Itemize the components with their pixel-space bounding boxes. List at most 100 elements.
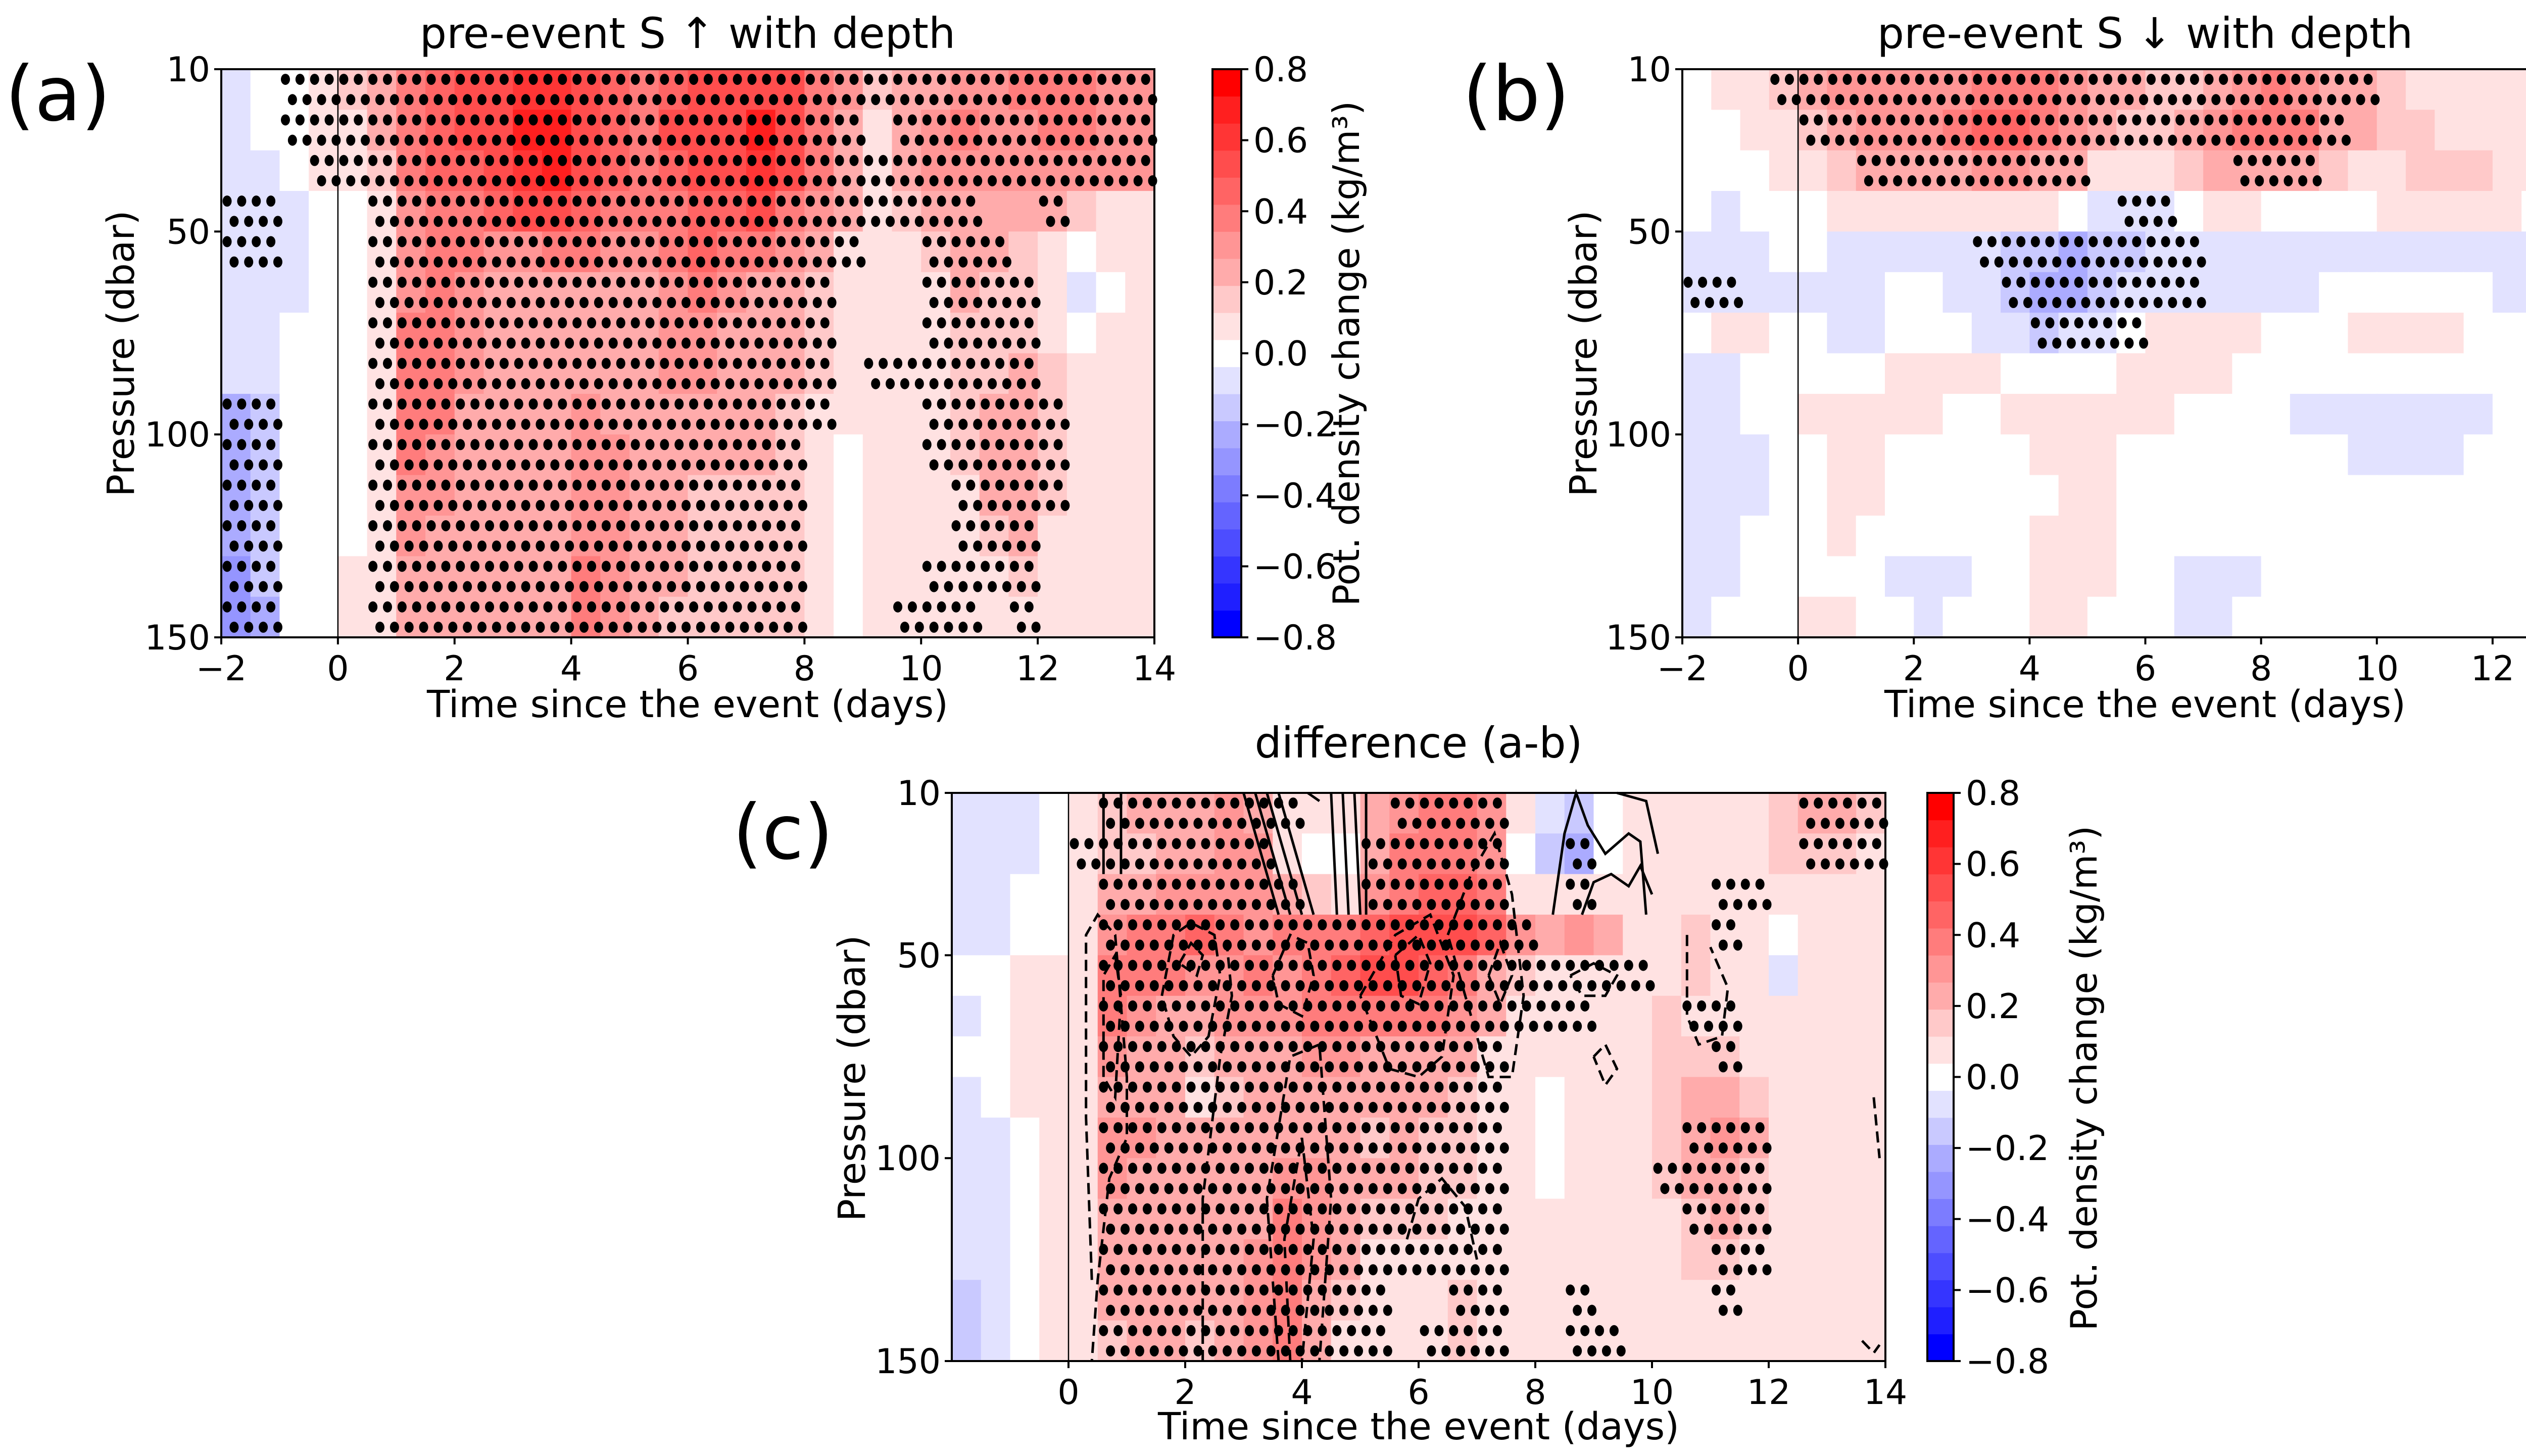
significance-dot	[1251, 858, 1261, 870]
significance-dot	[521, 499, 530, 511]
significance-dot	[886, 94, 895, 106]
significance-dot	[2139, 297, 2149, 309]
significance-dot	[1288, 797, 1298, 809]
significance-dot	[470, 358, 480, 369]
significance-dot	[1354, 1345, 1364, 1357]
significance-dot	[412, 479, 421, 491]
significance-dot	[718, 276, 727, 288]
significance-dot	[1281, 980, 1290, 991]
significance-dot	[1397, 1264, 1407, 1276]
panel-a-colorbar-label: Pot. density change (kg/m³)	[1325, 101, 1368, 606]
significance-dot	[1245, 1122, 1254, 1133]
significance-dot	[558, 195, 567, 207]
significance-dot	[1828, 74, 1837, 85]
significance-dot	[1383, 1061, 1392, 1073]
heatmap-cell	[952, 1198, 982, 1240]
significance-dot	[346, 175, 356, 186]
significance-dot	[252, 520, 261, 532]
colorbar-swatch	[1927, 1280, 1954, 1308]
significance-dot	[674, 358, 684, 369]
significance-dot	[638, 175, 647, 186]
heatmap-cell	[337, 313, 368, 354]
heatmap-cell	[1010, 874, 1040, 915]
significance-dot	[1478, 1163, 1488, 1174]
significance-dot	[827, 256, 837, 268]
significance-dot	[1427, 1061, 1436, 1073]
heatmap-cell	[1039, 793, 1069, 834]
heatmap-cell	[952, 1280, 982, 1321]
heatmap-cell	[2001, 515, 2030, 557]
significance-dot	[259, 621, 268, 633]
significance-dot	[1441, 980, 1451, 991]
significance-dot	[1172, 1081, 1181, 1093]
heatmap-cell	[2406, 69, 2436, 111]
heatmap-cell	[1682, 556, 1712, 597]
heatmap-cell	[2521, 353, 2526, 394]
heatmap-cell	[2058, 434, 2088, 476]
significance-dot	[1383, 1304, 1392, 1316]
heatmap-cell	[2174, 515, 2204, 557]
significance-dot	[1339, 1142, 1349, 1154]
significance-dot	[1718, 1142, 1728, 1154]
heatmap-cell	[892, 313, 922, 354]
heatmap-cell	[1593, 1198, 1624, 1240]
significance-dot	[1762, 1223, 1772, 1235]
significance-dot	[1164, 1264, 1174, 1276]
significance-dot	[1499, 1021, 1509, 1032]
significance-dot	[1216, 1163, 1225, 1174]
heatmap-cell	[2406, 475, 2436, 516]
significance-dot	[506, 581, 516, 592]
significance-dot	[1332, 919, 1342, 931]
significance-dot	[703, 114, 713, 126]
significance-dot	[2023, 94, 2032, 106]
significance-dot	[1245, 1000, 1254, 1012]
significance-dot	[958, 94, 968, 106]
heatmap-cell	[2406, 191, 2436, 232]
heatmap-cell	[2319, 313, 2349, 354]
significance-dot	[835, 155, 844, 166]
significance-dot	[594, 540, 603, 552]
significance-dot	[433, 581, 443, 592]
heatmap-cell	[2463, 393, 2493, 435]
significance-dot	[1405, 838, 1415, 849]
significance-dot	[1733, 898, 1742, 910]
significance-dot	[660, 195, 669, 207]
significance-dot	[958, 581, 968, 592]
heatmap-cell	[1593, 1158, 1624, 1199]
significance-dot	[1376, 1163, 1385, 1174]
significance-dot	[1339, 980, 1349, 991]
heatmap-cell	[2463, 313, 2493, 354]
significance-dot	[1172, 1244, 1181, 1256]
significance-dot	[1397, 939, 1407, 951]
significance-dot	[1842, 114, 1852, 126]
significance-dot	[1318, 1000, 1327, 1012]
significance-dot	[981, 398, 990, 410]
significance-dot	[477, 256, 487, 268]
significance-dot	[477, 378, 487, 389]
significance-dot	[1566, 960, 1575, 971]
significance-dot	[1274, 1081, 1283, 1093]
significance-dot	[2016, 236, 2026, 247]
significance-dot	[266, 195, 276, 207]
heatmap-cell	[1769, 995, 1799, 1037]
significance-dot	[601, 601, 611, 613]
significance-dot	[769, 134, 779, 146]
significance-dot	[1936, 175, 1946, 186]
heatmap-cell	[1884, 191, 1915, 232]
heatmap-cell	[2001, 596, 2030, 638]
heatmap-cell	[2521, 150, 2526, 191]
significance-dot	[1186, 1325, 1196, 1336]
significance-dot	[1471, 1142, 1480, 1154]
significance-dot	[754, 297, 764, 309]
heatmap-cell	[2319, 434, 2349, 476]
significance-dot	[1471, 1264, 1480, 1276]
significance-dot	[645, 601, 655, 613]
significance-dot	[1039, 155, 1048, 166]
significance-dot	[733, 398, 742, 410]
significance-dot	[1135, 818, 1144, 829]
significance-dot	[448, 540, 458, 552]
heatmap-cell	[1506, 1280, 1536, 1321]
significance-dot	[791, 358, 801, 369]
significance-dot	[689, 236, 699, 247]
significance-dot	[1441, 1101, 1451, 1113]
